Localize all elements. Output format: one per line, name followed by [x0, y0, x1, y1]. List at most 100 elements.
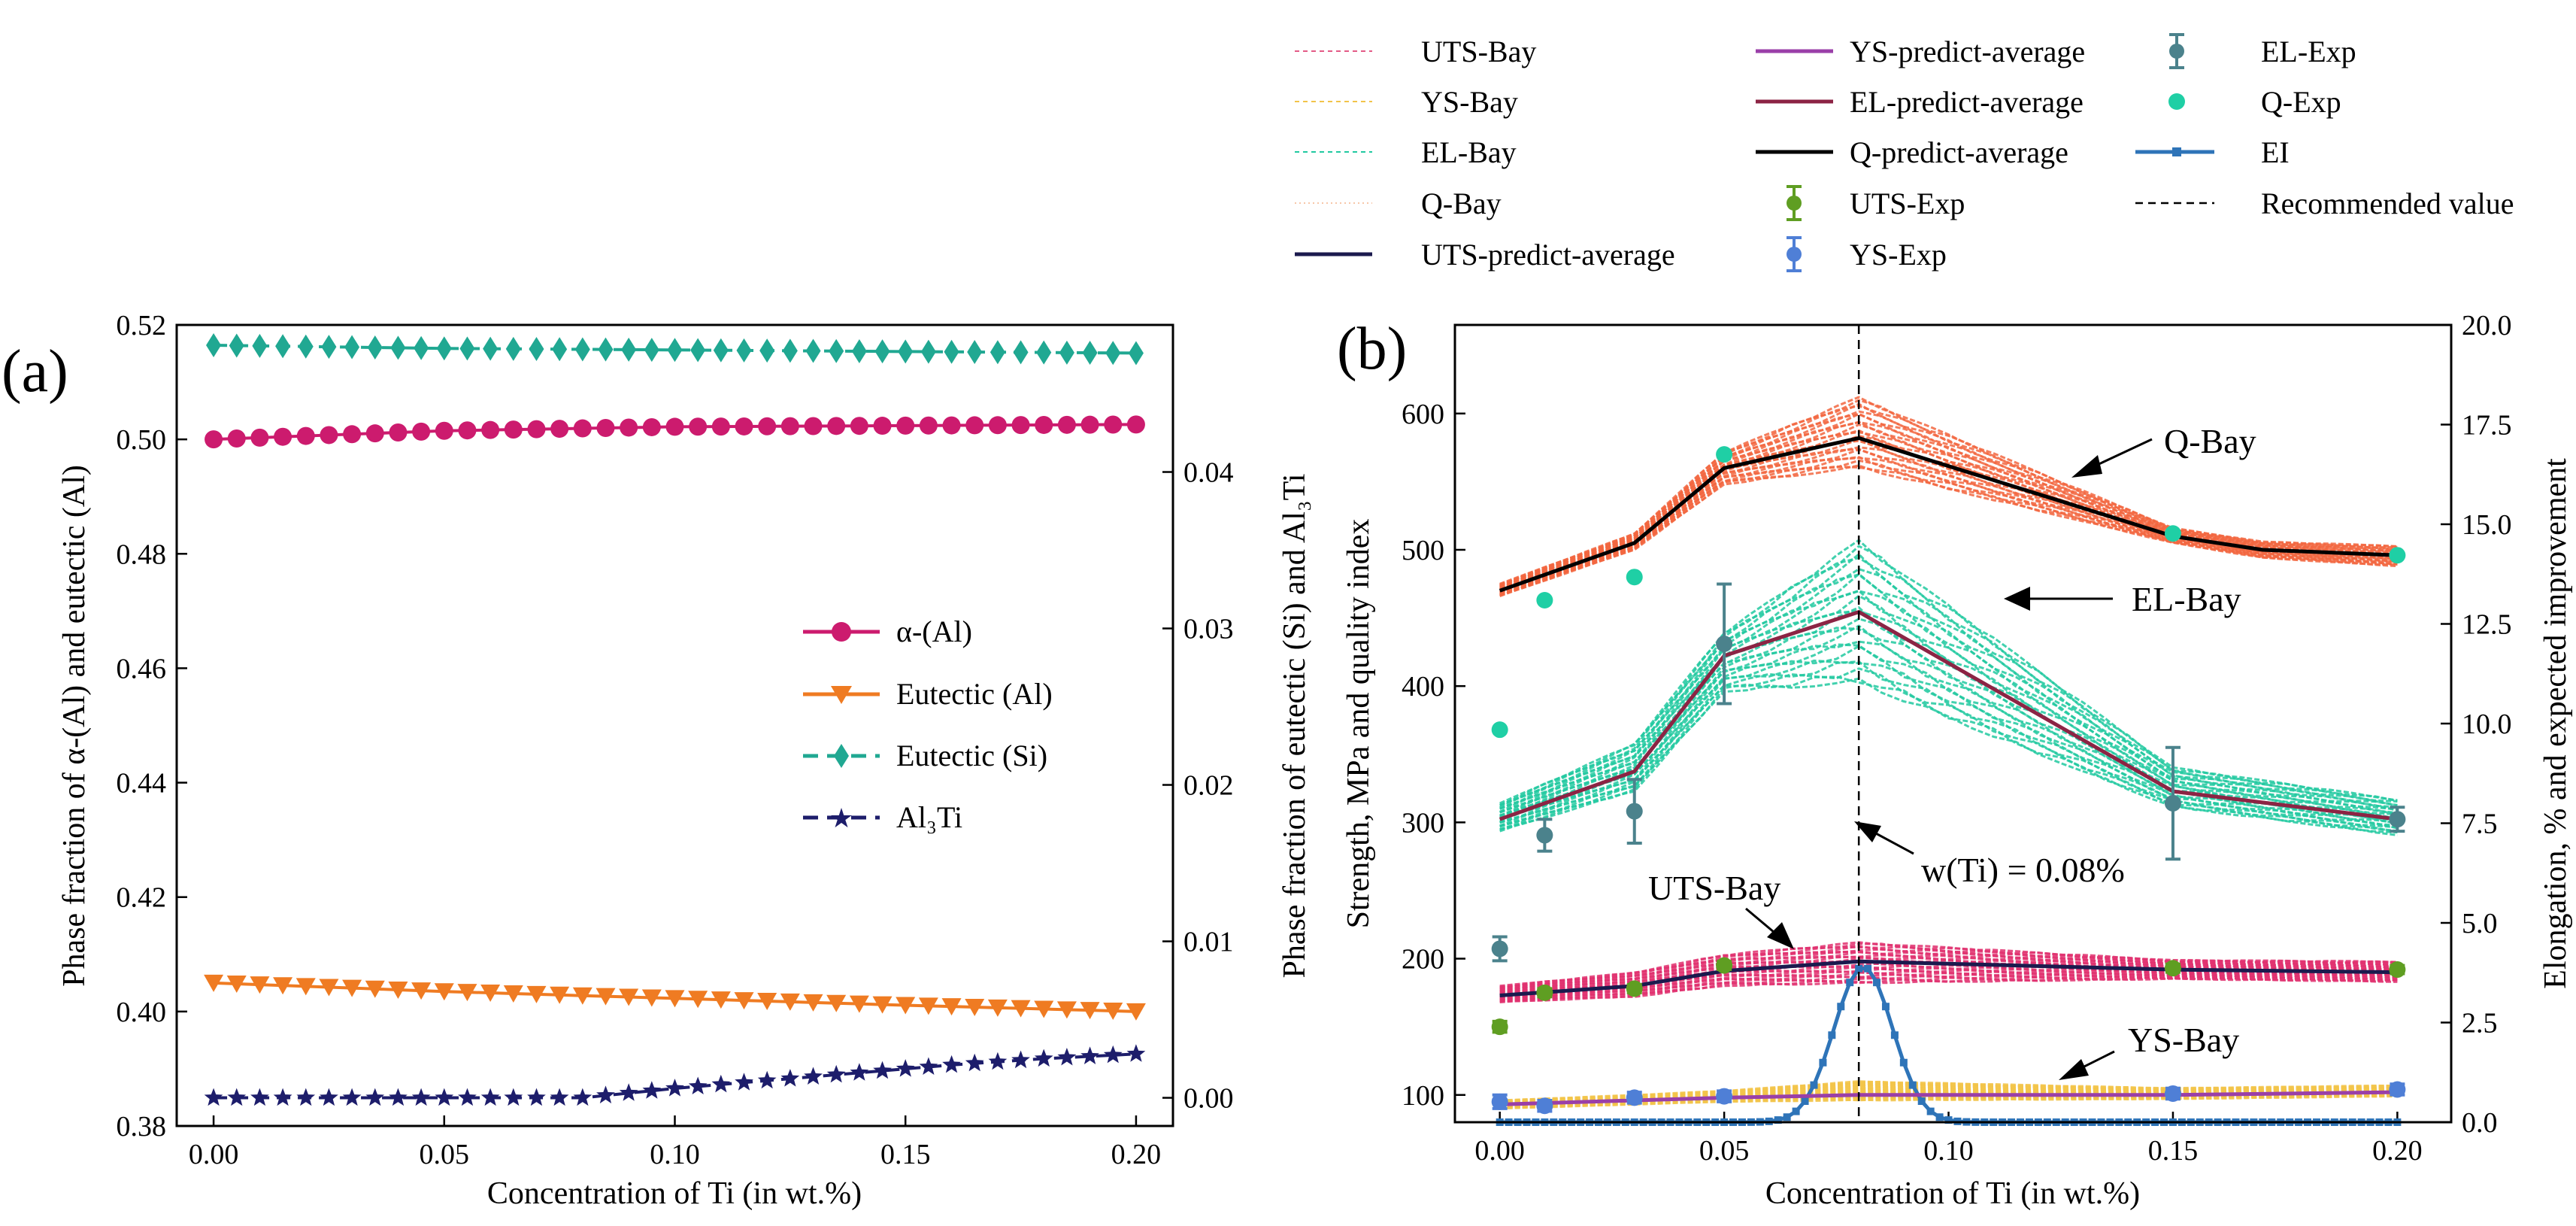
data-point [850, 417, 868, 435]
legend-a-label: Eutectic (Si) [896, 739, 1047, 772]
bay-sample-line [1499, 954, 2398, 993]
data-point [644, 338, 659, 363]
data-point [1126, 415, 1145, 434]
svg-text:EL-Exp: EL-Exp [2261, 35, 2356, 68]
bay-sample-line [1499, 552, 2398, 809]
ei-point [1944, 1116, 1953, 1124]
legend-b-item-uts-bay: UTS-Bay [1295, 35, 1536, 68]
panel-b-frame [1453, 323, 2453, 1124]
data-point [918, 997, 938, 1015]
bay-sample-line [1499, 962, 2398, 997]
legend-a-item-eutectic-al: Eutectic (Al) [803, 677, 1053, 711]
data-point [412, 422, 431, 441]
ei-point [1810, 1081, 1818, 1089]
data-point [780, 1069, 800, 1087]
data-point [503, 985, 523, 1003]
data-point [298, 334, 314, 359]
x-tick-label: 0.05 [1699, 1135, 1750, 1167]
data-point [252, 333, 268, 358]
svg-text:YS-Bay: YS-Bay [1421, 85, 1518, 119]
data-point [365, 980, 385, 998]
data-point [483, 336, 499, 361]
data-point [665, 990, 685, 1008]
exp-point [1491, 940, 1508, 957]
data-point [434, 983, 454, 1001]
y2-tick-label: 0.04 [1183, 457, 1234, 489]
panel-b: (b) 0.00 0.05 0.10 0.15 0.20 100 200 300 400 500 6… [1295, 33, 2573, 1211]
bay-sample-line [1499, 545, 2398, 807]
y2-tick-label: 5.0 [2462, 908, 2498, 939]
bay-sample-line [1499, 677, 2398, 836]
y-tick-label: 0.52 [117, 310, 167, 341]
data-point [435, 421, 453, 440]
data-point [504, 420, 523, 439]
data-point [896, 997, 916, 1015]
data-point [665, 1079, 684, 1097]
data-point [389, 423, 408, 442]
y-tick-label: 0.44 [117, 768, 167, 800]
data-point [527, 1088, 546, 1106]
data-point [1011, 416, 1030, 435]
annotation-q-bay: Q-Bay [2071, 422, 2256, 478]
data-point [667, 338, 683, 363]
arrowhead [1767, 922, 1794, 949]
svg-text:EI: EI [2261, 135, 2290, 169]
data-point [1056, 1001, 1077, 1019]
data-point [688, 1076, 708, 1094]
exp-point [1536, 1097, 1553, 1115]
data-point [1035, 415, 1053, 434]
data-point [782, 338, 798, 363]
data-point [1128, 341, 1144, 366]
bay-sample-line [1499, 950, 2398, 991]
exp-point [1716, 957, 1733, 974]
data-point [505, 336, 521, 361]
series-line [214, 344, 1136, 355]
x-tick-label: 0.20 [2372, 1135, 2423, 1167]
data-point [711, 991, 731, 1009]
exp-point [1491, 1093, 1508, 1110]
data-point [758, 417, 777, 435]
data-point [898, 339, 914, 364]
y2-tick-label: 0.01 [1183, 927, 1234, 958]
ei-point [1819, 1058, 1827, 1067]
x-tick-label: 0.15 [2148, 1135, 2199, 1167]
y2-tick-label: 0.0 [2462, 1107, 2498, 1139]
legend-b-item-q-predict-average: Q-predict-average [1756, 135, 2068, 169]
panel-a-series [204, 333, 1146, 1106]
data-point [942, 1055, 961, 1073]
exp-point [2164, 525, 2181, 542]
svg-text:Q-Bay: Q-Bay [2164, 422, 2256, 460]
data-point [1034, 1000, 1054, 1018]
legend-b-item-ys-predict-average: YS-predict-average [1756, 35, 2085, 68]
panel-a: (a) 0.00 0.05 0.10 0.15 0.20 0.38 0.40 0.42 0.44… [2, 310, 1312, 1211]
data-point [573, 1088, 592, 1106]
arrowhead [2004, 587, 2030, 611]
data-point [1057, 415, 1076, 434]
svg-text:YS-Exp: YS-Exp [1850, 238, 1947, 272]
svg-text:UTS-Bay: UTS-Bay [1648, 869, 1780, 907]
bay-sample-line [1499, 572, 2398, 813]
data-point [458, 421, 477, 440]
legend-a-label: Al₃Ti [896, 800, 962, 834]
ei-point [1846, 979, 1854, 987]
legend-b-item-ys-exp: YS-Exp [1787, 236, 1947, 272]
x-tick-label: 0.00 [1474, 1135, 1525, 1167]
data-point [342, 1088, 362, 1106]
arrowhead [2071, 455, 2102, 478]
data-point [550, 420, 569, 439]
data-point [967, 339, 983, 364]
legend-a-marker-circle [832, 622, 851, 642]
data-point [826, 994, 847, 1012]
data-point [988, 1052, 1008, 1070]
data-point [1126, 1003, 1146, 1021]
data-point [965, 998, 985, 1016]
exp-point [2164, 795, 2181, 812]
legend-b-item-recommended: Recommended value [2135, 187, 2514, 220]
data-point [1011, 1000, 1031, 1018]
panel-b-bay-bands [1499, 396, 2398, 1110]
data-point [1057, 1048, 1077, 1066]
svg-text:Q-Bay: Q-Bay [1421, 187, 1502, 220]
data-point [919, 416, 938, 435]
ei-point [1908, 1081, 1917, 1089]
legend-a-item-al3ti: ★ Al₃Ti [803, 800, 962, 834]
